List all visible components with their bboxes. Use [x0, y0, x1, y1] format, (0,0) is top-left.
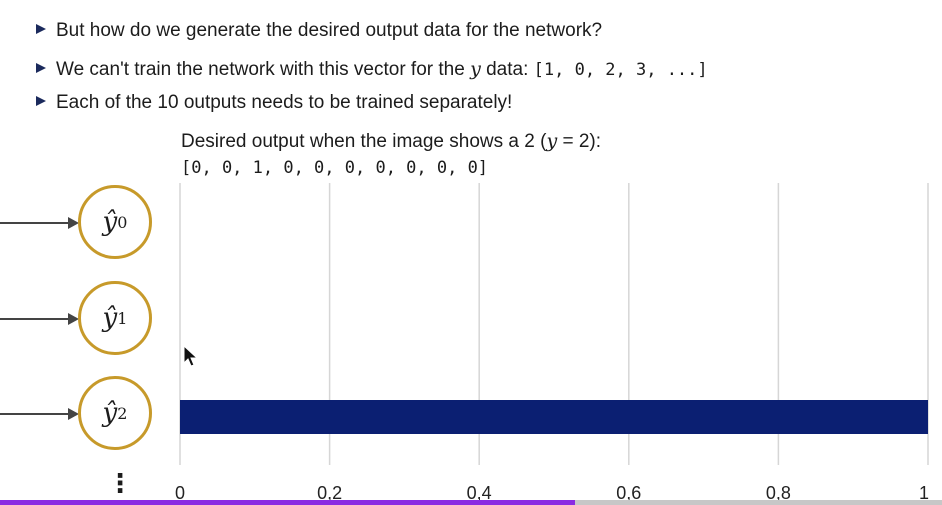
x-tick-label: 0,4 — [467, 483, 492, 503]
desired-output-vector: [0, 0, 1, 0, 0, 0, 0, 0, 0, 0] — [181, 158, 489, 178]
bar-ŷ2 — [180, 400, 928, 434]
bullet-3: Each of the 10 outputs needs to be train… — [36, 90, 512, 116]
mouse-cursor-icon — [183, 345, 199, 367]
arrowhead-icon — [68, 217, 79, 229]
video-progress-fill — [0, 500, 575, 505]
input-arrow-2 — [0, 413, 70, 415]
desired-output-caption: Desired output when the image shows a 2 … — [181, 130, 601, 152]
bullet-triangle-icon — [36, 63, 46, 73]
video-progress-bar[interactable] — [0, 500, 942, 505]
bullet-1: But how do we generate the desired outpu… — [36, 18, 602, 44]
bullet-triangle-icon — [36, 96, 46, 106]
x-tick-label: 0,8 — [766, 483, 791, 503]
x-tick-label: 0,6 — [616, 483, 641, 503]
bullet-triangle-icon — [36, 24, 46, 34]
x-tick-label: 0,2 — [317, 483, 342, 503]
input-arrow-0 — [0, 222, 70, 224]
input-arrow-1 — [0, 318, 70, 320]
more-outputs-ellipsis: ⋮ — [107, 468, 133, 498]
arrowhead-icon — [68, 313, 79, 325]
arrowhead-icon — [68, 408, 79, 420]
x-tick-label: 1 — [919, 483, 929, 503]
x-tick-label: 0 — [175, 483, 185, 503]
bullet-2: We can't train the network with this vec… — [36, 56, 708, 83]
y-vector-code: [1, 0, 2, 3, ...] — [533, 60, 708, 80]
